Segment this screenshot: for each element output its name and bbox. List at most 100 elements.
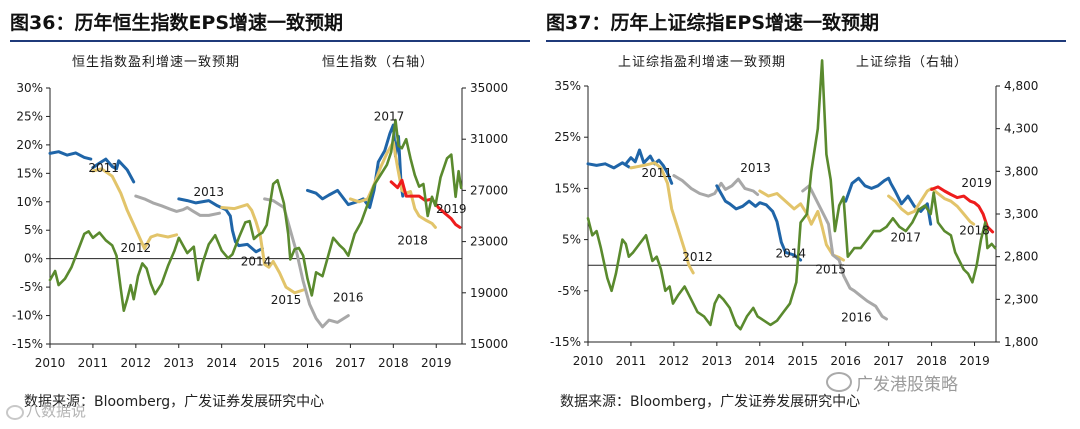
x-tick-label: 2016 (830, 354, 861, 368)
left-tick-label: 20% (16, 138, 43, 152)
left-tick-label: 5% (562, 233, 581, 247)
series-label: 2011 (641, 166, 672, 180)
series-line-2014 (177, 197, 264, 254)
left-tick-label: -5% (20, 280, 43, 294)
x-tick-label: 2016 (292, 356, 323, 370)
right-tick-label: 1,800 (1004, 335, 1038, 349)
left-tick-label: 25% (554, 130, 581, 144)
watermark-left: 八数据说 (26, 402, 87, 420)
x-tick-label: 2017 (873, 354, 904, 368)
x-tick-label: 2010 (573, 354, 604, 368)
series-label: 2018 (959, 223, 990, 237)
right-tick-label: 19000 (470, 286, 508, 300)
series-label: 2017 (891, 231, 922, 245)
x-tick-label: 2019 (959, 354, 990, 368)
series-label: 2019 (436, 202, 467, 216)
x-tick-label: 2014 (206, 356, 237, 370)
right-tick-label: 31000 (470, 132, 508, 146)
right-tick-label: 35000 (470, 81, 508, 95)
series-label: 2015 (815, 262, 846, 276)
x-tick-label: 2012 (121, 356, 152, 370)
left-tick-label: 15% (16, 166, 43, 180)
series-line-2012 (629, 161, 695, 275)
series-line-上证综指 (586, 59, 997, 331)
x-tick-label: 2017 (335, 356, 366, 370)
right-tick-label: 2,300 (1004, 292, 1038, 306)
x-tick-label: 2013 (702, 354, 733, 368)
x-tick-label: 2010 (35, 356, 66, 370)
series-line-恒生指数 (48, 118, 463, 312)
series-line-2010 (48, 150, 93, 161)
series-label: 2012 (121, 241, 152, 255)
chart-panel-shcomp: 图37：历年上证综指EPS增速一致预期 上证综指盈利增速一致预期 上证综指（右轴）… (546, 0, 1066, 429)
series-line-2017 (844, 176, 933, 226)
series-line-2016 (801, 184, 888, 321)
title-rule (10, 40, 530, 42)
series-label: 2014 (775, 247, 806, 261)
x-tick-label: 2015 (249, 356, 280, 370)
x-tick-label: 2011 (616, 354, 647, 368)
source-note: 数据来源：Bloomberg，广发证券发展研究中心 (24, 394, 325, 410)
legend-entry: 恒生指数（右轴） (322, 55, 434, 70)
right-tick-label: 3,800 (1004, 164, 1038, 178)
right-tick-label: 15000 (470, 337, 508, 351)
wechat-icon (826, 372, 852, 392)
series-line-2011 (625, 148, 674, 185)
hsi-eps-chart: 恒生指数盈利增速一致预期 恒生指数（右轴） -15% -10% -5% 0% 5% 10% 15… (12, 55, 508, 370)
series-label: 2016 (841, 311, 872, 325)
series-line-2011 (91, 157, 136, 184)
series-line-2019 (930, 185, 995, 234)
series-label: 2014 (241, 254, 272, 268)
left-tick-label: -15% (12, 337, 43, 351)
x-tick-label: 2018 (916, 354, 947, 368)
series-label: 2018 (397, 233, 428, 247)
figure-title: 图37：历年上证综指EPS增速一致预期 (546, 12, 880, 34)
watermark-icon (6, 405, 24, 420)
watermark-right: 广发港股策略 (856, 375, 958, 395)
series-label: 2011 (88, 161, 119, 175)
x-tick-label: 2011 (78, 356, 109, 370)
series-label: 2013 (740, 161, 771, 175)
series-label: 2016 (333, 290, 364, 304)
series-label: 2013 (194, 185, 225, 199)
left-tick-label: -5% (558, 284, 581, 298)
title-rule (546, 40, 1066, 42)
x-tick-label: 2015 (787, 354, 818, 368)
series-line-2014 (715, 184, 803, 262)
series-line-2013 (672, 174, 760, 198)
right-tick-label: 23000 (470, 235, 508, 249)
right-tick-label: 3,300 (1004, 207, 1038, 221)
series-line-2016 (263, 197, 350, 329)
right-tick-label: 27000 (470, 183, 508, 197)
series-line-2015 (220, 203, 305, 295)
series-line-2012 (91, 167, 179, 250)
series-line-2010 (586, 161, 631, 170)
x-tick-label: 2014 (745, 354, 776, 368)
left-tick-label: 0% (24, 252, 43, 266)
left-tick-label: 10% (16, 195, 43, 209)
source-note: 数据来源：Bloomberg，广发证券发展研究中心 (560, 394, 861, 410)
figure-title: 图36：历年恒生指数EPS增速一致预期 (10, 12, 344, 34)
x-tick-label: 2013 (163, 356, 194, 370)
left-tick-label: 35% (554, 79, 581, 93)
series-label: 2017 (374, 109, 405, 123)
series-label: 2019 (961, 176, 992, 190)
left-tick-label: -15% (550, 335, 581, 349)
left-tick-label: 25% (16, 109, 43, 123)
left-tick-label: 15% (554, 181, 581, 195)
shcomp-eps-chart: 上证综指盈利增速一致预期 上证综指（右轴） -15% -5% 5% 15% 25% 35% 1,… (550, 55, 1038, 368)
left-tick-label: -10% (12, 309, 43, 323)
left-tick-label: 5% (24, 223, 43, 237)
legend-entry: 上证综指（右轴） (856, 55, 968, 70)
x-tick-label: 2018 (378, 356, 409, 370)
right-tick-label: 4,800 (1004, 79, 1038, 93)
series-label: 2012 (682, 250, 713, 264)
right-tick-label: 4,300 (1004, 122, 1038, 136)
legend-entry: 上证综指盈利增速一致预期 (618, 55, 786, 70)
series-line-2013 (134, 194, 221, 217)
legend-entry: 恒生指数盈利增速一致预期 (72, 55, 240, 70)
right-tick-label: 2,800 (1004, 250, 1038, 264)
chart-panel-hsi: 图36：历年恒生指数EPS增速一致预期 恒生指数盈利增速一致预期 恒生指数（右轴）… (10, 0, 530, 429)
series-label: 2015 (271, 293, 302, 307)
x-tick-label: 2019 (421, 356, 452, 370)
